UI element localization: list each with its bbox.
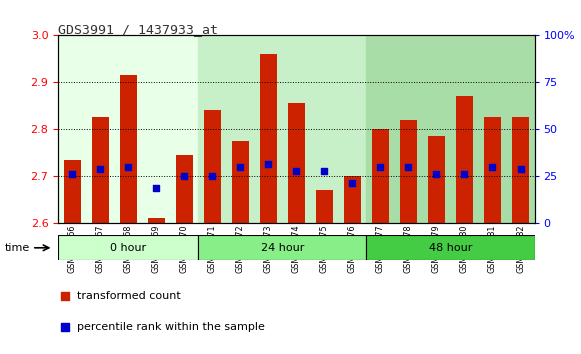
Bar <box>372 129 389 223</box>
Point <box>292 169 301 174</box>
Bar <box>120 75 137 223</box>
Bar <box>400 120 417 223</box>
Point <box>488 164 497 170</box>
Bar <box>92 118 109 223</box>
Bar <box>288 103 304 223</box>
Text: percentile rank within the sample: percentile rank within the sample <box>77 322 265 332</box>
Bar <box>479 35 507 223</box>
Bar <box>422 35 450 223</box>
Point <box>207 173 217 179</box>
Point <box>376 164 385 170</box>
Bar <box>344 176 361 223</box>
Point <box>124 164 133 170</box>
Bar <box>176 155 193 223</box>
Bar <box>170 35 198 223</box>
Bar <box>367 235 535 260</box>
Point <box>95 166 105 172</box>
Point <box>432 171 441 177</box>
Point <box>404 164 413 170</box>
Bar <box>148 218 164 223</box>
Point <box>264 161 273 167</box>
Bar <box>338 35 367 223</box>
Bar <box>226 35 254 223</box>
Bar <box>254 35 282 223</box>
Bar <box>456 96 473 223</box>
Bar <box>86 35 114 223</box>
Bar <box>64 160 81 223</box>
Point <box>516 166 525 172</box>
Bar <box>450 35 479 223</box>
Bar <box>58 35 86 223</box>
Bar <box>367 35 394 223</box>
Bar <box>58 235 198 260</box>
Bar <box>394 35 422 223</box>
Text: time: time <box>5 243 30 253</box>
Bar <box>204 110 221 223</box>
Text: 0 hour: 0 hour <box>110 243 146 253</box>
Bar <box>507 35 535 223</box>
Bar <box>198 235 367 260</box>
Point <box>357 129 366 134</box>
Bar <box>142 35 170 223</box>
Bar <box>310 35 338 223</box>
Bar <box>260 54 277 223</box>
Point <box>236 164 245 170</box>
Point <box>347 180 357 186</box>
Point <box>152 185 161 191</box>
Bar <box>282 35 310 223</box>
Bar <box>512 118 529 223</box>
Bar <box>428 136 445 223</box>
Bar <box>316 190 333 223</box>
Bar <box>198 35 226 223</box>
Bar <box>114 35 142 223</box>
Point <box>180 173 189 179</box>
Point <box>320 169 329 174</box>
Text: transformed count: transformed count <box>77 291 181 301</box>
Bar <box>484 118 501 223</box>
Point <box>460 171 469 177</box>
Text: 48 hour: 48 hour <box>429 243 472 253</box>
Point <box>67 171 77 177</box>
Bar <box>232 141 249 223</box>
Text: 24 hour: 24 hour <box>261 243 304 253</box>
Text: GDS3991 / 1437933_at: GDS3991 / 1437933_at <box>58 23 218 36</box>
